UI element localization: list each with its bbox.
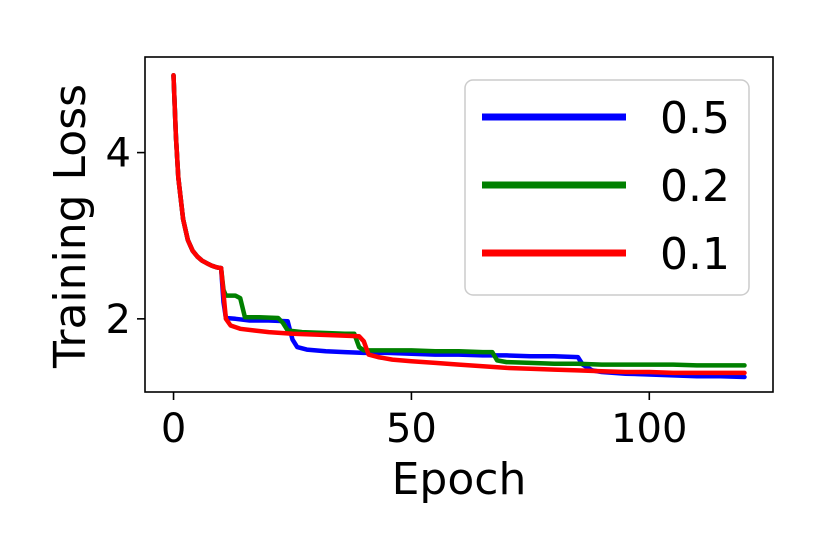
x-tick-label: 0	[161, 406, 186, 452]
legend-entries: 0.5 0.2 0.1	[482, 93, 730, 280]
ticks-layer: 0 50 100 2 4	[106, 131, 688, 452]
y-tick-label: 2	[106, 297, 131, 343]
legend-label-0-2: 0.2	[660, 161, 730, 212]
legend-label-0-1: 0.1	[660, 229, 730, 280]
y-axis-label: Training Loss	[45, 84, 96, 369]
x-axis-label: Epoch	[392, 454, 527, 505]
y-tick-label: 4	[106, 131, 131, 177]
legend: 0.5 0.2 0.1	[464, 79, 750, 296]
series-line-0-1	[171, 73, 747, 376]
legend-label-0-5: 0.5	[660, 93, 730, 144]
x-tick-label: 50	[386, 406, 437, 452]
plot-frame	[144, 56, 774, 393]
series-layer	[171, 73, 747, 380]
x-tick-label: 100	[611, 406, 687, 452]
